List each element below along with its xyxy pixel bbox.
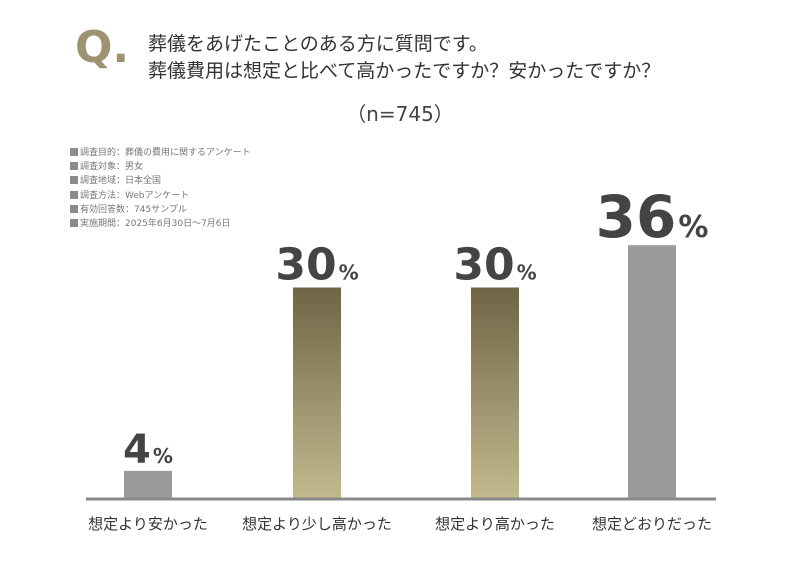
category-label-3: 想定より高かった bbox=[435, 515, 555, 533]
category-label-1: 想定より安かった bbox=[88, 515, 208, 533]
survey-info-item: 実施期間：2025年6月30日〜7月6日 bbox=[70, 217, 251, 231]
bullet-square-icon bbox=[70, 148, 78, 156]
value-percent: % bbox=[678, 210, 708, 245]
bullet-square-icon bbox=[70, 176, 78, 185]
q-mark: Q. bbox=[75, 26, 129, 70]
value-number: 4 bbox=[123, 427, 151, 473]
value-number: 30 bbox=[453, 240, 514, 291]
bullet-square-icon bbox=[70, 162, 78, 171]
bar-3 bbox=[471, 287, 519, 499]
value-percent: % bbox=[153, 444, 173, 468]
value-label-1: 4% bbox=[123, 427, 173, 473]
survey-info-item: 調査地域：日本全国 bbox=[70, 174, 251, 188]
bar-2 bbox=[293, 287, 341, 499]
bar-1 bbox=[124, 470, 172, 499]
question-line-2: 葬儀費用は想定と比べて高かったですか？安かったですか？ bbox=[148, 60, 661, 82]
q-letter: Q bbox=[75, 22, 112, 73]
survey-info-item: 有効回答数：745サンプル bbox=[70, 203, 251, 217]
value-number: 30 bbox=[275, 240, 336, 291]
value-percent: % bbox=[517, 261, 537, 285]
survey-info-text: 調査地域：日本全国 bbox=[80, 176, 162, 187]
survey-info-text: 調査対象：男女 bbox=[80, 162, 144, 173]
survey-info-text: 実施期間：2025年6月30日〜7月6日 bbox=[80, 219, 231, 230]
value-label-3: 30% bbox=[453, 240, 536, 291]
q-dot: . bbox=[112, 22, 129, 73]
survey-info: 調査目的：葬儀の費用に関するアンケート 調査対象：男女 調査地域：日本全国 調査… bbox=[70, 146, 251, 231]
sample-size: （n=745） bbox=[346, 102, 454, 126]
survey-info-text: 調査目的：葬儀の費用に関するアンケート bbox=[80, 148, 251, 158]
bullet-square-icon bbox=[70, 204, 78, 213]
category-label-4: 想定どおりだった bbox=[592, 515, 712, 533]
bullet-square-icon bbox=[70, 219, 78, 228]
bullet-square-icon bbox=[70, 190, 78, 199]
value-percent: % bbox=[339, 261, 359, 285]
question-line-1: 葬儀をあげたことのある方に質問です。 bbox=[148, 33, 488, 55]
value-number: 36 bbox=[596, 183, 677, 251]
survey-info-text: 有効回答数：745サンプル bbox=[80, 204, 187, 215]
survey-info-item: 調査対象：男女 bbox=[70, 160, 251, 174]
value-label-4: 36% bbox=[596, 183, 709, 251]
survey-info-text: 調査方法：Webアンケート bbox=[80, 190, 190, 201]
bar-4 bbox=[628, 245, 676, 499]
survey-info-item: 調査方法：Webアンケート bbox=[70, 189, 251, 203]
value-label-2: 30% bbox=[275, 240, 358, 291]
category-label-2: 想定より少し高かった bbox=[242, 515, 392, 533]
survey-info-item: 調査目的：葬儀の費用に関するアンケート bbox=[70, 146, 251, 160]
